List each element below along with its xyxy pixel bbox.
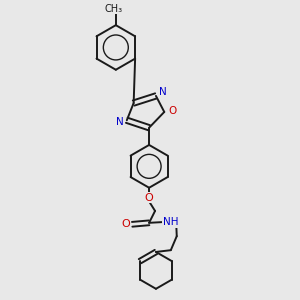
Text: CH₃: CH₃	[104, 4, 122, 14]
Text: O: O	[169, 106, 177, 116]
Text: O: O	[145, 193, 154, 202]
Text: N: N	[159, 87, 167, 97]
Text: N: N	[116, 117, 124, 127]
Text: NH: NH	[163, 217, 178, 227]
Text: O: O	[121, 219, 130, 229]
